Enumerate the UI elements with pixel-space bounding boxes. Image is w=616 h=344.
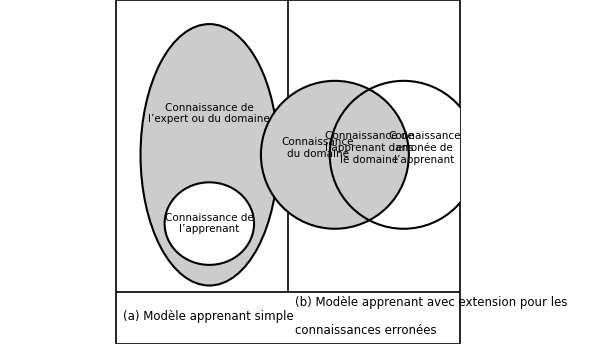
Text: (b) Modèle apprenant avec extension pour les: (b) Modèle apprenant avec extension pour… [295,296,568,309]
Circle shape [330,81,477,229]
Text: Connaissance de
l’apprenant: Connaissance de l’apprenant [165,213,254,234]
Text: Connaissance
du domaine: Connaissance du domaine [282,137,354,159]
Text: (a) Modèle apprenant simple: (a) Modèle apprenant simple [123,310,294,323]
FancyBboxPatch shape [116,0,460,344]
Text: Connaissance de
l’expert ou du domaine: Connaissance de l’expert ou du domaine [148,103,270,124]
Text: Connaissance
erronée de
l’apprenant: Connaissance erronée de l’apprenant [388,131,461,164]
Text: Connaissance de
l’apprenant dans
le domaine: Connaissance de l’apprenant dans le doma… [325,131,414,164]
Ellipse shape [140,24,278,286]
Circle shape [261,81,409,229]
Text: connaissances erronées: connaissances erronées [295,324,437,337]
Circle shape [261,81,409,229]
Ellipse shape [164,182,254,265]
